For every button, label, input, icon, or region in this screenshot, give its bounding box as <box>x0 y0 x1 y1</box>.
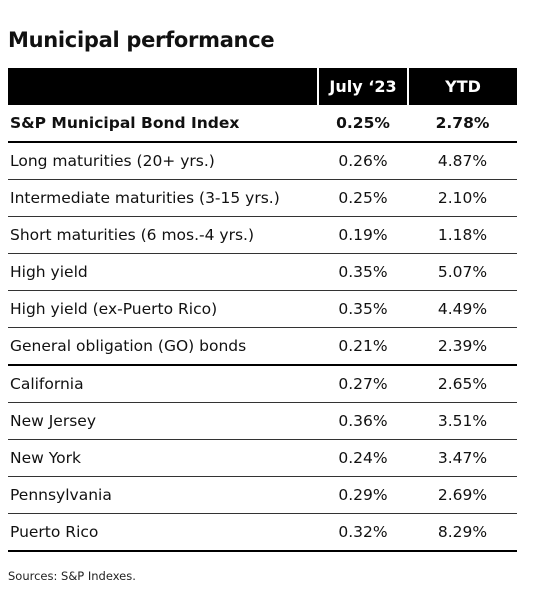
header-cell <box>8 68 318 105</box>
table-row: General obligation (GO) bonds 0.21% 2.39% <box>8 327 517 366</box>
table-row: Puerto Rico 0.32% 8.29% <box>8 513 517 552</box>
value-cell: 0.21% <box>318 327 408 366</box>
table-row: Long maturities (20+ yrs.) 0.26% 4.87% <box>8 142 517 180</box>
value-cell: 0.32% <box>318 513 408 552</box>
header-cell: July ‘23 <box>317 68 408 105</box>
source-note: Sources: S&P Indexes. <box>8 569 136 583</box>
header-row: July ‘23 YTD <box>8 68 517 105</box>
value-cell: 3.47% <box>408 439 517 477</box>
table-row: New York 0.24% 3.47% <box>8 439 517 477</box>
value-cell: 0.35% <box>318 290 408 328</box>
table-row: Short maturities (6 mos.-4 yrs.) 0.19% 1.1… <box>8 216 517 254</box>
value-cell: 4.87% <box>408 142 517 180</box>
row-label: S&P Municipal Bond Index <box>8 105 318 143</box>
value-cell: 8.29% <box>408 513 517 552</box>
table-row: High yield (ex-Puerto Rico) 0.35% 4.49% <box>8 290 517 328</box>
row-label: General obligation (GO) bonds <box>8 327 318 366</box>
value-cell: 0.24% <box>318 439 408 477</box>
row-label: California <box>8 365 318 403</box>
row-label: High yield <box>8 253 318 291</box>
performance-table: July ‘23 YTD S&P Municipal Bond Index 0.2… <box>8 68 517 552</box>
value-cell: 0.29% <box>318 476 408 514</box>
value-cell: 2.65% <box>408 365 517 403</box>
row-label: Pennsylvania <box>8 476 318 514</box>
header-cell: YTD <box>407 68 517 105</box>
value-cell: 2.69% <box>408 476 517 514</box>
title: Municipal performance <box>8 28 275 52</box>
value-cell: 2.78% <box>408 105 517 143</box>
table-row: New Jersey 0.36% 3.51% <box>8 402 517 440</box>
value-cell: 2.39% <box>408 327 517 366</box>
table-row: Intermediate maturities (3-15 yrs.) 0.25%… <box>8 179 517 217</box>
row-label: Long maturities (20+ yrs.) <box>8 142 318 180</box>
value-cell: 3.51% <box>408 402 517 440</box>
value-cell: 0.19% <box>318 216 408 254</box>
row-label: Intermediate maturities (3-15 yrs.) <box>8 179 318 217</box>
value-cell: 5.07% <box>408 253 517 291</box>
table-row: Pennsylvania 0.29% 2.69% <box>8 476 517 514</box>
row-label: Puerto Rico <box>8 513 318 552</box>
row-label: New Jersey <box>8 402 318 440</box>
value-cell: 0.26% <box>318 142 408 180</box>
row-label: New York <box>8 439 318 477</box>
row-label: High yield (ex-Puerto Rico) <box>8 290 318 328</box>
value-cell: 0.25% <box>318 179 408 217</box>
value-cell: 0.36% <box>318 402 408 440</box>
table-row: S&P Municipal Bond Index 0.25% 2.78% <box>8 105 517 143</box>
value-cell: 1.18% <box>408 216 517 254</box>
value-cell: 0.25% <box>318 105 408 143</box>
value-cell: 4.49% <box>408 290 517 328</box>
table-row: High yield 0.35% 5.07% <box>8 253 517 291</box>
value-cell: 0.35% <box>318 253 408 291</box>
row-label: Short maturities (6 mos.-4 yrs.) <box>8 216 318 254</box>
value-cell: 0.27% <box>318 365 408 403</box>
value-cell: 2.10% <box>408 179 517 217</box>
table-row: California 0.27% 2.65% <box>8 365 517 403</box>
